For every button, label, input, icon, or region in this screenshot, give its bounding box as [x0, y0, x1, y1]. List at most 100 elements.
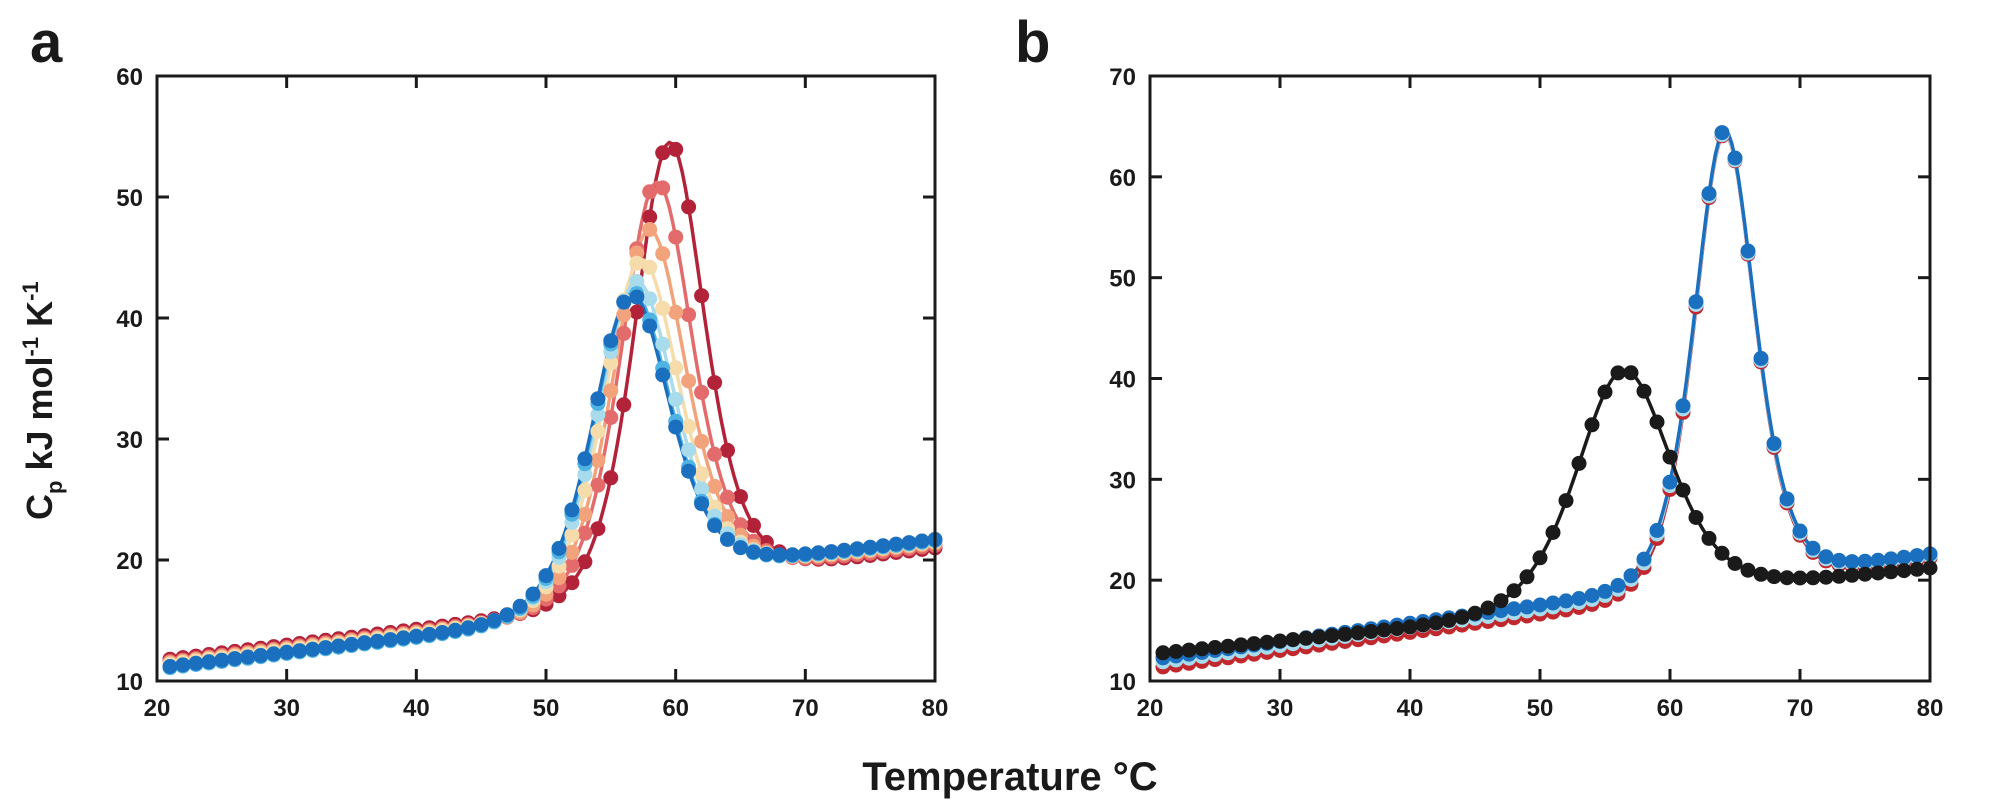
panel-a-series-6-point — [227, 651, 243, 667]
panel-b-series-2-point — [1571, 591, 1587, 606]
panel-a-series-1-point — [733, 517, 748, 533]
panel-a-series-2-point — [694, 433, 710, 449]
panel-a-x-tick-label: 20 — [144, 695, 171, 722]
panel-a-series-6-point — [655, 367, 671, 383]
panel-b-series-3-point — [1389, 621, 1405, 636]
panel-b-series-3-point — [1337, 626, 1353, 642]
panel-a-series-6-point — [681, 463, 697, 479]
panel-a-series-0-point — [720, 442, 735, 458]
panel-a-series-4-point — [655, 336, 671, 352]
panel-a-series-6-point — [836, 542, 852, 558]
panel-a-series-6-point — [408, 628, 424, 644]
panel-b-series-3-point — [1597, 384, 1613, 400]
panel-a-x-tick-label: 70 — [792, 695, 819, 722]
panel-b-series-3-point — [1753, 566, 1769, 582]
panel-a-series-3-point — [629, 255, 645, 271]
panel-a-series-1-point — [668, 229, 684, 245]
panel-a-series-6-point — [797, 546, 813, 562]
panel-b-series-3-point — [1493, 593, 1509, 609]
panel-a-series-6-point — [486, 612, 502, 628]
panel-a-series-0-point — [590, 521, 606, 537]
panel-b-series-3-point — [1194, 641, 1210, 657]
panel-b-series-2-point — [1649, 522, 1665, 538]
panel-b-letter: b — [1015, 10, 1050, 75]
panel-a-series-3-point — [577, 482, 593, 498]
panel-b-series-2-point — [1532, 597, 1548, 613]
panel-b-series-3-point — [1701, 530, 1717, 546]
panel-b-series-2-point — [1870, 552, 1886, 568]
panel-a-series-2-point — [590, 452, 606, 468]
panel-a-series-3-point — [655, 300, 671, 316]
panel-a-series-6-point — [746, 544, 761, 560]
ylabel-k: K — [19, 301, 60, 337]
panel-a-series-6-point — [694, 496, 710, 512]
panel-b-x-tick-label: 20 — [1137, 695, 1164, 722]
panel-a-series-6-point — [266, 646, 282, 662]
panel-b-series-3-point — [1441, 612, 1457, 628]
panel-a-x-tick-label: 60 — [662, 695, 689, 722]
panel-b-series-2-point — [1831, 552, 1847, 568]
panel-a-series-3-point — [564, 527, 580, 543]
panel-a-series-6-point — [564, 502, 580, 518]
panel-a-series-6-point — [603, 333, 619, 349]
panel-a-series-0-point — [733, 489, 748, 505]
panel-a-series-6-point — [901, 535, 917, 551]
panel-b-series-3-point — [1571, 455, 1587, 471]
panel-a-series-6-point — [421, 626, 437, 642]
panel-a-series-3-point — [642, 259, 658, 275]
panel-b-series-3-point — [1727, 556, 1743, 571]
panel-a-series-2-point — [577, 506, 593, 522]
panel-a-series-2-point — [564, 544, 580, 560]
panel-b-series-2-point — [1519, 599, 1535, 615]
panel-a-series-6-point — [292, 643, 308, 659]
panel-a-series-0-point — [707, 375, 723, 391]
panel-a-series-6-point — [201, 654, 217, 670]
panel-b-series-3-point — [1428, 615, 1444, 631]
panel-b-series-2-point — [1818, 549, 1834, 565]
panel-a-series-0-point — [655, 145, 671, 161]
panel-b-series-2-point — [1792, 523, 1808, 539]
panel-b-series-3-point — [1168, 644, 1184, 659]
panel-a-x-tick-label: 50 — [533, 695, 560, 722]
panel-b-series-2-point — [1805, 540, 1821, 556]
panel-b-series-2-point — [1727, 150, 1743, 166]
panel-a-series-4-point — [590, 407, 606, 423]
panel-a-series-6-point — [188, 655, 204, 671]
panel-a-series-0-point — [681, 199, 697, 215]
panel-a-series-6-point — [823, 544, 839, 560]
panel-a-series-4-point — [681, 442, 697, 458]
panel-a-series-6-point — [162, 659, 178, 674]
panel-a-series-2-point — [551, 570, 567, 586]
panel-a-series-6-point — [253, 648, 269, 663]
panel-b-series-2-point — [1779, 491, 1795, 507]
panel-a-y-tick-label: 10 — [116, 669, 143, 696]
panel-b-series-3-point — [1831, 568, 1847, 584]
panel-b-series-2-point — [1714, 125, 1730, 141]
panel-b-series-3-point — [1155, 645, 1171, 661]
panel-a-series-6-point — [771, 547, 787, 563]
panel-a-series-6-point — [214, 652, 230, 668]
panel-a-series-6-point — [434, 625, 450, 640]
panel-b-series-3-point — [1870, 565, 1886, 581]
panel-a-series-6-point — [629, 289, 645, 305]
panel-a-series-0-point — [746, 517, 761, 533]
panel-a-series-0-point — [564, 575, 580, 591]
panel-a-series-6-point — [642, 318, 658, 334]
panel-a-series-2-point — [616, 307, 632, 323]
panel-a-x-tick-label: 30 — [273, 695, 300, 722]
panel-a-series-1-point — [681, 307, 697, 323]
panel-b-y-tick-label: 40 — [1109, 367, 1136, 394]
panel-b-series-3-point — [1896, 563, 1912, 579]
panel-b-series-2-point — [1766, 436, 1782, 451]
panel-a-series-6-point — [279, 644, 295, 660]
panel-a-series-4-fit-line — [169, 279, 936, 669]
ylabel-c: C — [19, 494, 60, 520]
panel-b-y-tick-label: 20 — [1109, 568, 1136, 595]
panel-a-series-6-point — [720, 531, 735, 547]
panel-a-y-tick-label: 30 — [116, 427, 143, 454]
panel-a-series-6-point — [551, 540, 567, 556]
panel-b-series-2-point — [1688, 294, 1704, 310]
panel-a-series-4-point — [629, 273, 645, 289]
panel-b-x-tick-label: 60 — [1657, 695, 1684, 722]
panel-b-series-3-point — [1298, 630, 1314, 646]
